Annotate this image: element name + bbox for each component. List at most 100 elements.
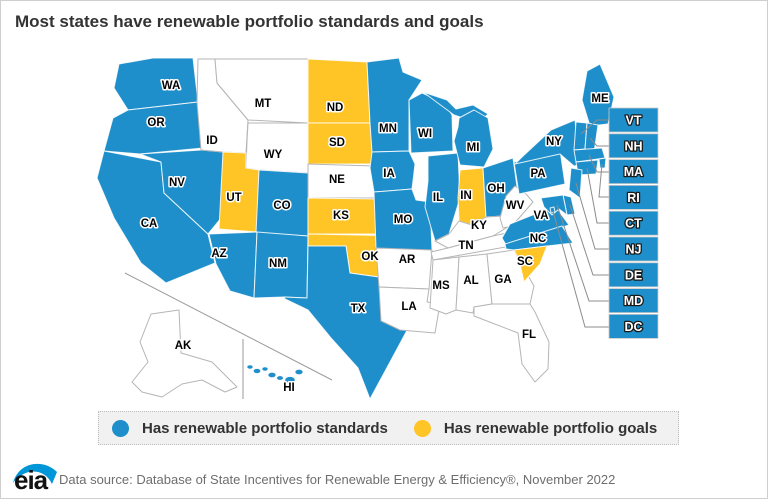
- state-HI: [284, 376, 296, 384]
- state-label-WV: WV: [506, 200, 525, 212]
- legend: Has renewable portfolio standards Has re…: [98, 411, 679, 445]
- leader-line-NH: [589, 137, 609, 147]
- eia-logo: eia: [11, 457, 59, 497]
- leader-line-VT: [580, 119, 609, 135]
- state-AZ: [208, 231, 258, 299]
- state-label-ME: ME: [591, 93, 609, 105]
- state-SC: [513, 245, 548, 283]
- state-label-PA: PA: [530, 168, 545, 180]
- callout-box-NH: [608, 133, 659, 159]
- state-WA: [113, 57, 199, 111]
- state-label-SD: SD: [329, 137, 345, 149]
- state-label-NE: NE: [329, 174, 345, 186]
- state-label-WI: WI: [418, 128, 432, 140]
- state-HI: [261, 366, 269, 372]
- callout-label-NH: NH: [624, 139, 642, 153]
- state-label-IA: IA: [383, 168, 395, 180]
- state-LA: [378, 286, 441, 334]
- state-WY: [245, 122, 309, 174]
- legend-label-goals: Has renewable portfolio goals: [443, 419, 658, 437]
- state-label-NM: NM: [269, 258, 287, 270]
- callout-box-DE: [608, 262, 659, 288]
- state-label-NC: NC: [530, 233, 547, 245]
- state-MD: [540, 194, 568, 216]
- state-label-LA: LA: [401, 301, 416, 313]
- state-ME: [581, 63, 615, 127]
- state-MT: [214, 58, 309, 124]
- state-label-VA: VA: [533, 210, 548, 222]
- goals-color-dot: [413, 419, 431, 437]
- data-source-text: Data source: Database of State Incentive…: [59, 472, 616, 487]
- state-label-MO: MO: [394, 214, 413, 226]
- state-HI: [246, 364, 254, 370]
- callout-label-MA: MA: [624, 165, 643, 179]
- callout-box-NJ: [608, 236, 659, 262]
- state-HI: [267, 372, 277, 378]
- legend-item-goals: Has renewable portfolio goals: [413, 419, 658, 437]
- state-FL: [473, 303, 550, 383]
- callout-label-MD: MD: [624, 294, 643, 308]
- state-label-KS: KS: [333, 210, 349, 222]
- state-WI: [408, 92, 454, 154]
- state-label-MN: MN: [379, 123, 397, 135]
- state-label-ND: ND: [327, 102, 344, 114]
- state-label-MS: MS: [432, 280, 450, 292]
- state-MS: [429, 256, 460, 315]
- state-label-SC: SC: [517, 256, 533, 268]
- state-label-ID: ID: [206, 135, 218, 147]
- callout-label-RI: RI: [627, 191, 640, 205]
- leader-line-CT: [586, 167, 609, 224]
- state-label-UT: UT: [226, 192, 241, 204]
- state-label-WY: WY: [264, 149, 283, 161]
- state-MI: [453, 109, 494, 168]
- state-label-NY: NY: [546, 136, 562, 148]
- state-HI: [294, 369, 304, 375]
- state-WV: [499, 185, 534, 229]
- state-label-MT: MT: [255, 98, 272, 110]
- callout-label-NJ: NJ: [626, 243, 642, 257]
- callout-label-DC: DC: [624, 320, 642, 334]
- state-label-AZ: AZ: [211, 248, 226, 260]
- legend-label-standards: Has renewable portfolio standards: [142, 419, 388, 437]
- standards-color-dot: [112, 419, 129, 437]
- eia-logo-swoosh-icon: [13, 463, 57, 484]
- state-label-IN: IN: [460, 190, 472, 202]
- footer: eia Data source: Database of State Incen…: [1, 453, 767, 498]
- state-label-TX: TX: [351, 303, 366, 315]
- leader-line-DC: [552, 210, 609, 328]
- state-label-CO: CO: [273, 200, 290, 212]
- state-label-OR: OR: [147, 117, 165, 129]
- state-label-TN: TN: [458, 240, 473, 252]
- state-label-GA: GA: [494, 274, 511, 286]
- alaska-inset-separator: [124, 272, 333, 381]
- legend-item-standards: Has renewable portfolio standards: [112, 419, 388, 437]
- leader-line-MD: [556, 204, 609, 302]
- state-label-CA: CA: [141, 218, 158, 230]
- leader-line-NJ: [575, 182, 609, 250]
- callout-label-CT: CT: [625, 217, 642, 231]
- leader-line-DE: [569, 204, 609, 276]
- leader-line-MA: [588, 154, 609, 173]
- state-label-KY: KY: [471, 220, 487, 232]
- callout-box-DC: [608, 313, 659, 339]
- page-title: Most states have renewable portfolio sta…: [15, 12, 484, 31]
- state-label-OK: OK: [361, 251, 379, 263]
- callout-box-MD: [608, 288, 659, 314]
- callout-box-RI: [608, 184, 659, 210]
- state-label-OH: OH: [487, 183, 504, 195]
- state-NJ: [568, 167, 583, 199]
- callout-box-VT: [608, 107, 659, 133]
- state-label-FL: FL: [522, 329, 536, 341]
- state-label-AR: AR: [399, 254, 416, 266]
- callout-label-DE: DE: [625, 268, 642, 282]
- callout-box-MA: [608, 159, 659, 185]
- state-label-AK: AK: [175, 340, 192, 352]
- leader-line-RI: [598, 163, 609, 198]
- state-label-NV: NV: [169, 177, 185, 189]
- state-label-WA: WA: [162, 80, 181, 92]
- state-label-MI: MI: [467, 142, 480, 154]
- eia-logo-text: eia: [14, 465, 48, 495]
- callout-box-CT: [608, 210, 659, 236]
